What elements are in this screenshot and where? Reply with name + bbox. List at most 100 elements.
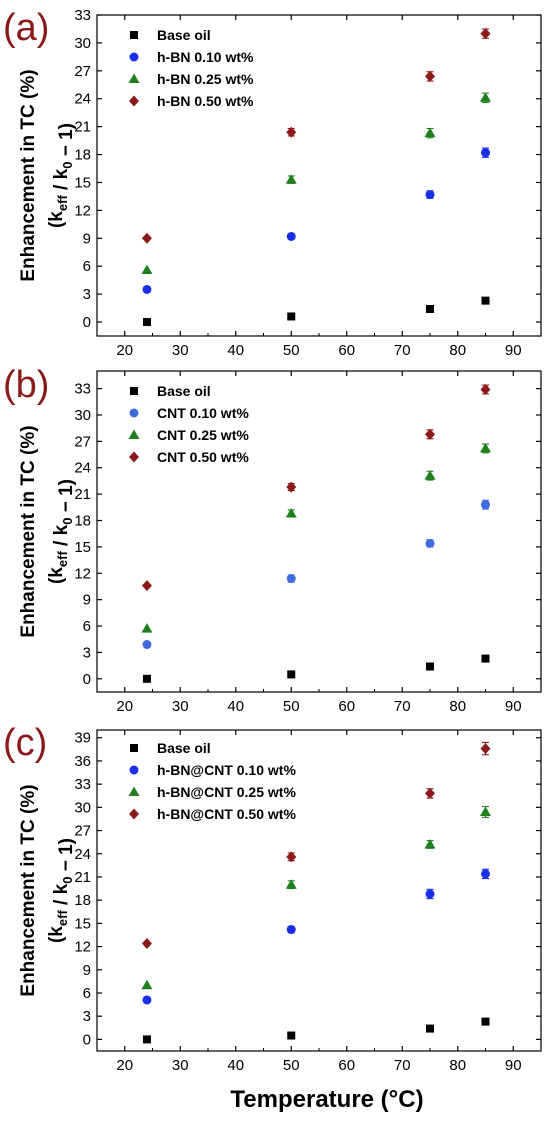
series-0 bbox=[142, 296, 490, 327]
data-point bbox=[480, 383, 491, 395]
y-tick-label: 33 bbox=[74, 776, 91, 793]
data-point bbox=[142, 1035, 151, 1044]
y-tick-label: 0 bbox=[83, 671, 91, 688]
data-point bbox=[285, 879, 297, 889]
legend-label: Base oil bbox=[157, 383, 211, 399]
legend-label: Base oil bbox=[157, 27, 211, 43]
data-point bbox=[141, 264, 153, 274]
data-point bbox=[481, 654, 490, 663]
x-tick-label: 30 bbox=[172, 698, 189, 715]
legend-marker bbox=[128, 786, 140, 796]
series-2 bbox=[141, 806, 491, 990]
y-tick-label: 3 bbox=[83, 286, 91, 303]
x-tick-label: 80 bbox=[449, 342, 466, 359]
data-point bbox=[425, 70, 435, 82]
data-point bbox=[481, 500, 490, 510]
legend-label: Base oil bbox=[157, 740, 211, 756]
legend-marker bbox=[130, 744, 138, 752]
y-tick-label: 36 bbox=[74, 753, 91, 770]
legend-marker bbox=[129, 95, 139, 107]
y-tick-label: 6 bbox=[83, 985, 91, 1002]
series-1 bbox=[142, 147, 490, 294]
y-tick-label: 33 bbox=[74, 7, 91, 24]
y-axis-title: Enhancement in TC (%) bbox=[18, 69, 39, 281]
y-tick-label: 12 bbox=[74, 202, 91, 219]
data-point bbox=[286, 126, 297, 138]
data-point bbox=[481, 1017, 490, 1026]
panel-b: 20 30 40 50 60 70 80 90 0 3 6 9 12 15 18 21 24 27 30 33 (b) E… bbox=[3, 364, 542, 715]
y-tick-label: 3 bbox=[83, 1008, 91, 1025]
y-tick-label: 0 bbox=[83, 314, 91, 331]
x-axis-title: Temperature (°C) bbox=[230, 1086, 423, 1113]
data-point bbox=[480, 743, 491, 755]
x-tick-label: 60 bbox=[338, 342, 355, 359]
y-tick-label: 18 bbox=[74, 147, 91, 164]
y-tick-label: 27 bbox=[74, 823, 91, 840]
data-point bbox=[142, 674, 151, 683]
x-tick-label: 20 bbox=[116, 698, 133, 715]
data-point bbox=[286, 481, 297, 493]
x-tick-label: 30 bbox=[172, 1057, 189, 1074]
data-point bbox=[286, 851, 297, 863]
x-tick-label: 40 bbox=[227, 1057, 244, 1074]
series-0 bbox=[142, 1017, 490, 1044]
y-tick-label: 21 bbox=[74, 869, 91, 886]
data-point bbox=[285, 174, 297, 184]
data-point bbox=[141, 623, 153, 633]
x-tick-label: 60 bbox=[338, 698, 355, 715]
data-point bbox=[480, 92, 491, 102]
legend-marker bbox=[129, 408, 139, 418]
legend-label: h-BN 0.25 wt% bbox=[157, 71, 254, 87]
x-tick-label: 90 bbox=[505, 342, 522, 359]
legend-label: h-BN@CNT 0.25 wt% bbox=[157, 784, 296, 800]
y-tick-label: 21 bbox=[74, 119, 91, 136]
x-tick-label: 20 bbox=[116, 1057, 133, 1074]
data-point bbox=[142, 284, 152, 294]
y-tick-label: 21 bbox=[74, 486, 91, 503]
x-tick-label: 70 bbox=[394, 1057, 411, 1074]
x-tick-label: 40 bbox=[227, 698, 244, 715]
data-point bbox=[425, 889, 435, 899]
y-tick-label: 24 bbox=[74, 91, 91, 108]
data-point bbox=[425, 190, 435, 200]
legend-label: h-BN 0.10 wt% bbox=[157, 49, 254, 65]
y-tick-label: 9 bbox=[83, 962, 91, 979]
y-axis-title: Enhancement in TC (%) bbox=[18, 784, 39, 996]
y-tick-label: 6 bbox=[83, 258, 91, 275]
legend-marker bbox=[128, 429, 140, 439]
x-tick-label: 20 bbox=[116, 342, 133, 359]
y-tick-label: 6 bbox=[83, 618, 91, 635]
series-3 bbox=[141, 383, 491, 592]
x-tick-label: 90 bbox=[505, 698, 522, 715]
data-point bbox=[141, 979, 153, 990]
data-point bbox=[481, 296, 490, 305]
data-point bbox=[480, 28, 491, 40]
x-tick-label: 50 bbox=[283, 342, 300, 359]
data-point bbox=[426, 1024, 434, 1033]
data-point bbox=[425, 538, 435, 548]
y-tick-label: 15 bbox=[74, 915, 91, 932]
y-tick-label: 30 bbox=[74, 407, 91, 424]
y-tick-label: 33 bbox=[74, 381, 91, 398]
data-point bbox=[425, 787, 435, 799]
x-tick-label: 90 bbox=[505, 1057, 522, 1074]
series-1 bbox=[142, 499, 490, 650]
y-tick-label: 27 bbox=[74, 433, 91, 450]
data-point bbox=[286, 231, 296, 241]
legend-marker bbox=[129, 765, 139, 775]
data-point bbox=[424, 838, 436, 849]
series-3 bbox=[141, 28, 491, 244]
data-point bbox=[481, 869, 490, 879]
y-axis-subtitle: (keff / k0 − 1) bbox=[46, 123, 77, 228]
y-tick-label: 30 bbox=[74, 35, 91, 52]
panel-label: (c) bbox=[3, 722, 47, 764]
data-point bbox=[286, 925, 296, 935]
data-point bbox=[481, 148, 490, 158]
y-axis-title: Enhancement in TC (%) bbox=[18, 425, 39, 637]
y-tick-label: 24 bbox=[74, 460, 91, 477]
x-tick-label: 70 bbox=[394, 342, 411, 359]
data-point bbox=[141, 232, 152, 244]
legend-marker bbox=[130, 387, 138, 395]
data-point bbox=[425, 428, 435, 440]
